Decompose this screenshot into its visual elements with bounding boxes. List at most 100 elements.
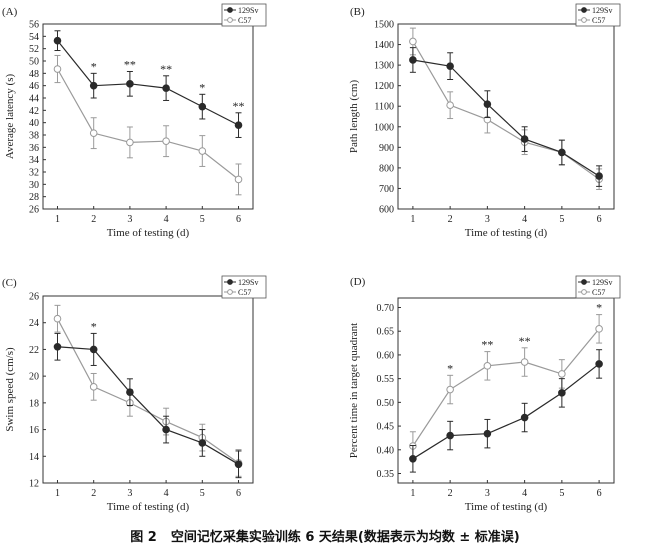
- panel-c-series-129sv-point: [53, 342, 62, 351]
- panel-a-series-c57-point: [53, 65, 62, 73]
- panel-c-series-129sv-point: [162, 425, 170, 434]
- panel-d-x-axis-label: Time of testing (d): [465, 501, 548, 513]
- panel-a-series-c57-point: [89, 129, 98, 137]
- panel-d-series-c57-point: [558, 370, 566, 378]
- panel-d-label: (D): [350, 276, 366, 288]
- panel-a-series-129sv-point: [162, 84, 170, 92]
- panel-d-series-c57-line: [412, 328, 600, 447]
- panel-c-series-129sv-line: [57, 346, 239, 465]
- panel-c-legend-marker: [227, 289, 233, 295]
- panel-c-series-129sv-point: [198, 439, 207, 447]
- panel-b-x-tick-label: 6: [597, 214, 602, 225]
- panel-a-series-129sv-point: [198, 102, 207, 111]
- panel-a-y-tick-label: 30: [29, 180, 39, 191]
- panel-b-y-tick-label: 1100: [374, 102, 394, 113]
- panel-b-y-tick-label: 1000: [374, 122, 394, 133]
- panel-a-significance-marker: **: [124, 57, 136, 71]
- panel-a-y-tick-label: 46: [29, 81, 39, 92]
- panel-d-y-tick-label: 0.45: [377, 422, 395, 433]
- panel-d: (D) 0.35 0.40 0.45 0.50 0.55 0.60 0.65 0.70 1 2 3 4 5…: [348, 275, 621, 513]
- panel-a-y-tick-label: 26: [29, 205, 39, 216]
- panel-d-y-tick-label: 0.55: [377, 374, 395, 385]
- panel-a-legend-label: C57: [238, 16, 251, 25]
- panel-c-x-tick-label: 2: [91, 488, 96, 499]
- panel-c-y-axis-label: Swim speed (cm/s): [4, 347, 16, 432]
- panel-a-y-tick-label: 56: [29, 20, 39, 31]
- panel-a-y-tick-label: 40: [29, 118, 39, 129]
- panel-b-y-tick-label: 1500: [374, 20, 394, 31]
- panel-b-x-tick-label: 3: [485, 214, 490, 225]
- panel-a-series-c57-point: [198, 147, 207, 155]
- panel-d-x-tick-label: 2: [448, 488, 453, 499]
- panel-b-x-tick-label: 1: [410, 214, 415, 225]
- panel-b-y-tick-label: 600: [379, 205, 394, 216]
- panel-b-series-c57-point: [446, 101, 454, 109]
- panel-c-series-129sv-point: [89, 345, 98, 354]
- panel-a-significance-marker: *: [91, 59, 97, 73]
- panel-a-significance-marker: *: [199, 80, 205, 94]
- panel-d-y-tick-label: 0.50: [377, 398, 395, 409]
- panel-d-series-c57-point: [483, 362, 492, 370]
- panel-a-series-c57-point: [162, 137, 170, 145]
- panel-d-significance-marker: *: [596, 301, 602, 315]
- panel-a-y-tick-label: 34: [29, 155, 39, 166]
- panel-d-significance-marker: *: [447, 361, 453, 375]
- panel-b-label: (B): [350, 6, 365, 18]
- panel-a-y-tick-label: 50: [29, 57, 39, 68]
- panel-d-significance-marker: **: [481, 338, 493, 352]
- panel-a-series-c57-point: [126, 138, 134, 147]
- panel-d-y-tick-label: 0.60: [377, 350, 395, 361]
- figure-caption-label: 图 2: [130, 530, 157, 545]
- panel-b-legend-marker: [581, 7, 587, 13]
- panel-c-y-tick-label: 14: [29, 452, 39, 463]
- panel-a-x-axis-label: Time of testing (d): [107, 227, 190, 239]
- panel-a-series-c57-line: [56, 68, 239, 180]
- panel-c-series-c57-line: [56, 318, 239, 464]
- panel-a-series-129sv-point: [234, 121, 243, 129]
- panel-c-y-tick-label: 12: [29, 479, 39, 490]
- panel-b-series-129sv-line: [412, 59, 600, 177]
- panel-c-label: (C): [2, 277, 17, 289]
- panel-c-x-tick-label: 6: [236, 488, 241, 499]
- panel-b-x-axis-label: Time of testing (d): [465, 227, 548, 239]
- panel-c-legend-label: 129Sv: [238, 278, 258, 287]
- panel-a-series-129sv-point: [126, 80, 134, 88]
- panel-c-y-tick-label: 18: [29, 398, 39, 409]
- panel-d-series-129sv-point: [446, 431, 454, 440]
- panel-a-significance-marker: **: [233, 99, 245, 113]
- panel-c-series-129sv-point: [234, 460, 243, 469]
- panel-d-x-tick-label: 1: [410, 488, 415, 499]
- panel-a-y-tick-label: 42: [29, 106, 39, 117]
- panel-c-x-tick-label: 4: [164, 488, 169, 499]
- panel-d-x-tick-label: 4: [522, 488, 527, 499]
- panel-c-x-tick-label: 5: [200, 488, 205, 499]
- panel-d-series-129sv-point: [483, 429, 492, 438]
- panel-b-legend-label: C57: [592, 16, 605, 25]
- panel-a-label: (A): [2, 6, 18, 18]
- panel-b-series-129sv-point: [558, 148, 566, 157]
- panel-b-y-tick-label: 900: [379, 143, 394, 154]
- panel-d-y-tick-label: 0.40: [377, 445, 395, 456]
- panel-c-significance-marker: *: [91, 319, 97, 333]
- panel-c-y-tick-label: 16: [29, 425, 39, 436]
- panel-d-series-129sv-point: [558, 389, 566, 397]
- panel-d-x-tick-label: 3: [485, 488, 490, 499]
- panel-d-y-tick-label: 0.35: [377, 469, 395, 480]
- panel-a-significance-marker: **: [160, 62, 172, 76]
- panel-b-y-tick-label: 1200: [374, 81, 394, 92]
- panel-a-series-129sv-point: [89, 81, 98, 90]
- panel-b-series-129sv-point: [446, 62, 454, 70]
- panel-a-series-129sv-point: [53, 36, 62, 45]
- panel-c-x-axis-label: Time of testing (d): [107, 501, 190, 513]
- panel-d-x-tick-label: 5: [559, 488, 564, 499]
- panel-d-series-129sv-point: [520, 413, 529, 422]
- panel-d-series-129sv-line: [412, 363, 600, 460]
- panel-c-x-tick-label: 3: [127, 488, 132, 499]
- panel-d-x-tick-label: 6: [597, 488, 602, 499]
- figure-caption: 图 2 空间记忆采集实验训练 6 天结果(数据表示为均数 ± 标准误): [0, 526, 650, 545]
- panel-c-y-tick-label: 26: [29, 292, 39, 303]
- panel-c-legend-label: C57: [238, 288, 251, 297]
